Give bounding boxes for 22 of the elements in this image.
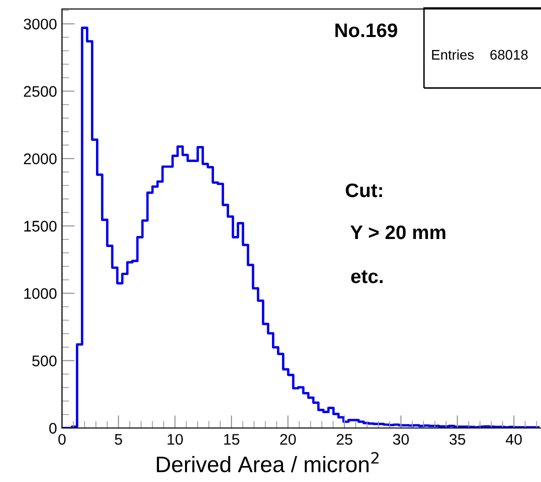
x-tick-label: 40 [506, 434, 522, 445]
x-tick-label: 0 [58, 434, 66, 445]
annotation: Cut: [346, 183, 382, 198]
y-tick-label: 2500 [24, 86, 57, 97]
x-tick-label: 20 [280, 434, 296, 445]
x-tick-label: 35 [449, 434, 466, 445]
y-tick-label: 0 [49, 422, 57, 434]
x-tick-label: 25 [336, 434, 352, 445]
x-tick-label: 15 [224, 434, 240, 445]
x-tick-label: 5 [114, 434, 122, 445]
y-tick-label: 1500 [24, 220, 57, 232]
x-tick-label: 30 [393, 434, 409, 445]
y-tick-label: 1000 [24, 288, 57, 299]
annotation: Y > 20 mm [350, 225, 446, 240]
x-tick-label: 10 [168, 434, 183, 445]
y-tick-label: 2000 [24, 153, 57, 164]
annotation: etc. [351, 270, 383, 284]
y-tick-label: 500 [32, 356, 57, 366]
x-axis-title: Derived Area / micron$^{2}$ [156, 452, 379, 472]
annotation: No.169 [335, 23, 398, 38]
annotation: Entries 68018 [432, 50, 528, 60]
y-tick-label: 3000 [24, 18, 57, 30]
